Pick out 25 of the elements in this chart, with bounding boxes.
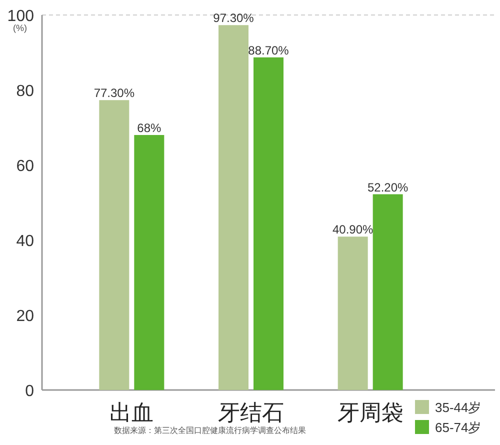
data-label: 40.90% [332, 222, 374, 237]
bar [338, 236, 368, 390]
data-label: 97.30% [213, 11, 254, 26]
bar [99, 100, 130, 390]
legend-label: 35-44岁 [435, 400, 482, 415]
data-label: 68% [137, 121, 162, 135]
data-label: 88.70% [248, 43, 290, 58]
y-tick-label: 60 [16, 158, 34, 175]
legend-label: 65-74岁 [435, 420, 482, 435]
y-tick-label: 100 [7, 8, 34, 25]
y-tick-label: 40 [16, 233, 34, 250]
data-label: 52.20% [367, 180, 409, 194]
bar [372, 194, 403, 390]
y-tick-label: 80 [16, 83, 34, 100]
x-tick-label: 牙结石 [218, 400, 284, 425]
y-tick-label: 0 [25, 383, 34, 400]
data-label: 77.30% [94, 86, 135, 100]
bar [254, 57, 284, 390]
x-tick-label: 出血 [110, 400, 154, 425]
y-tick-label: 20 [16, 308, 34, 325]
bar [218, 25, 248, 390]
source-note: 数据来源：第三次全国口腔健康流行病学调查公布结果 [114, 426, 306, 435]
bar [134, 135, 164, 390]
x-tick-label: 牙周袋 [337, 400, 404, 425]
y-axis-title: (%) [13, 23, 27, 33]
